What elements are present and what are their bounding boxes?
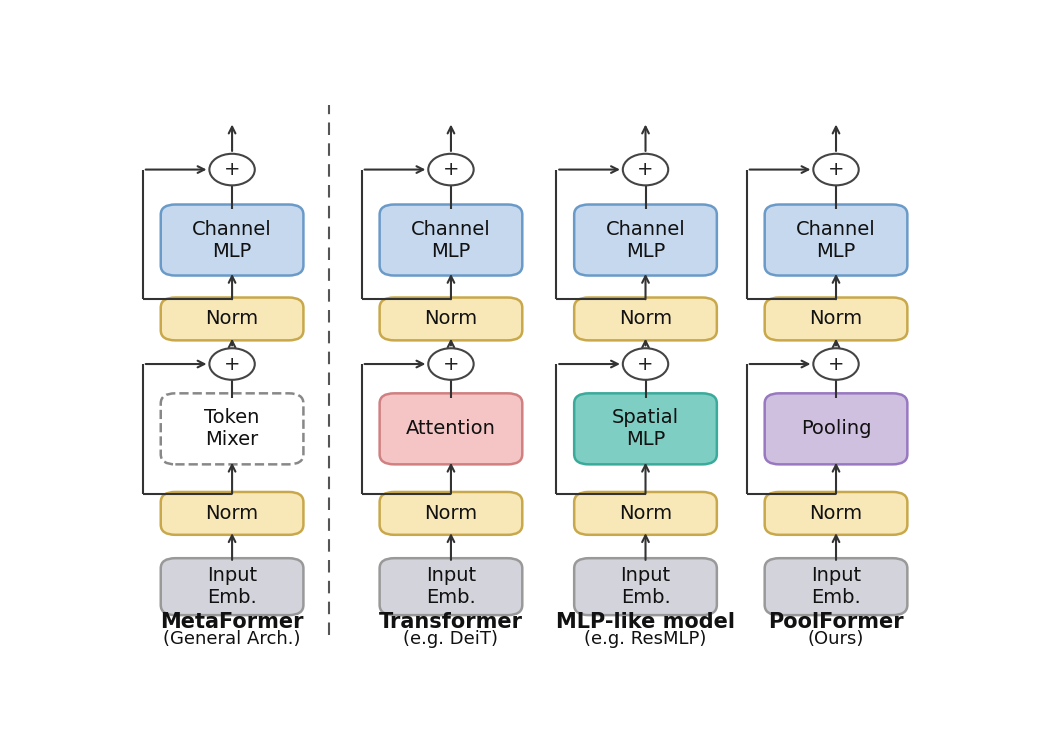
Circle shape xyxy=(814,154,859,185)
Text: Channel
MLP: Channel MLP xyxy=(411,220,491,261)
FancyBboxPatch shape xyxy=(574,297,717,340)
Text: Norm: Norm xyxy=(425,504,478,523)
FancyBboxPatch shape xyxy=(161,393,303,464)
Text: (Ours): (Ours) xyxy=(808,630,864,648)
Text: Input
Emb.: Input Emb. xyxy=(811,566,861,607)
Text: +: + xyxy=(637,160,654,179)
Text: Norm: Norm xyxy=(205,310,258,329)
FancyBboxPatch shape xyxy=(765,204,907,275)
FancyBboxPatch shape xyxy=(574,492,717,535)
FancyBboxPatch shape xyxy=(574,393,717,464)
Text: Input
Emb.: Input Emb. xyxy=(620,566,670,607)
Text: (e.g. DeiT): (e.g. DeiT) xyxy=(404,630,499,648)
Text: Transformer: Transformer xyxy=(379,612,523,632)
FancyBboxPatch shape xyxy=(765,393,907,464)
FancyBboxPatch shape xyxy=(380,297,522,340)
Text: MLP-like model: MLP-like model xyxy=(556,612,735,632)
FancyBboxPatch shape xyxy=(765,492,907,535)
Text: Norm: Norm xyxy=(205,504,258,523)
Text: Norm: Norm xyxy=(810,310,863,329)
Text: +: + xyxy=(224,160,241,179)
FancyBboxPatch shape xyxy=(380,204,522,275)
Text: +: + xyxy=(637,354,654,373)
Text: +: + xyxy=(442,354,459,373)
Circle shape xyxy=(622,154,668,185)
Text: (e.g. ResMLP): (e.g. ResMLP) xyxy=(585,630,707,648)
Text: PoolFormer: PoolFormer xyxy=(768,612,904,632)
Text: Pooling: Pooling xyxy=(801,419,871,438)
Text: Attention: Attention xyxy=(406,419,496,438)
Circle shape xyxy=(814,348,859,380)
FancyBboxPatch shape xyxy=(161,559,303,615)
Text: Spatial
MLP: Spatial MLP xyxy=(612,408,679,449)
Text: Token
Mixer: Token Mixer xyxy=(204,408,259,449)
Text: Norm: Norm xyxy=(425,310,478,329)
FancyBboxPatch shape xyxy=(161,492,303,535)
FancyBboxPatch shape xyxy=(380,559,522,615)
FancyBboxPatch shape xyxy=(161,297,303,340)
Circle shape xyxy=(209,348,255,380)
FancyBboxPatch shape xyxy=(161,204,303,275)
Text: Channel
MLP: Channel MLP xyxy=(606,220,685,261)
Text: (General Arch.): (General Arch.) xyxy=(163,630,301,648)
Text: Channel
MLP: Channel MLP xyxy=(796,220,876,261)
Circle shape xyxy=(622,348,668,380)
FancyBboxPatch shape xyxy=(765,297,907,340)
Text: Input
Emb.: Input Emb. xyxy=(426,566,476,607)
Text: +: + xyxy=(224,354,241,373)
Text: +: + xyxy=(827,354,844,373)
Text: Norm: Norm xyxy=(810,504,863,523)
Text: +: + xyxy=(442,160,459,179)
Text: Channel
MLP: Channel MLP xyxy=(192,220,272,261)
Text: Norm: Norm xyxy=(619,504,673,523)
FancyBboxPatch shape xyxy=(574,559,717,615)
Circle shape xyxy=(209,154,255,185)
Circle shape xyxy=(428,348,474,380)
Text: MetaFormer: MetaFormer xyxy=(160,612,303,632)
FancyBboxPatch shape xyxy=(765,559,907,615)
FancyBboxPatch shape xyxy=(380,492,522,535)
Circle shape xyxy=(428,154,474,185)
Text: Norm: Norm xyxy=(619,310,673,329)
Text: +: + xyxy=(827,160,844,179)
FancyBboxPatch shape xyxy=(380,393,522,464)
FancyBboxPatch shape xyxy=(574,204,717,275)
Text: Input
Emb.: Input Emb. xyxy=(207,566,257,607)
